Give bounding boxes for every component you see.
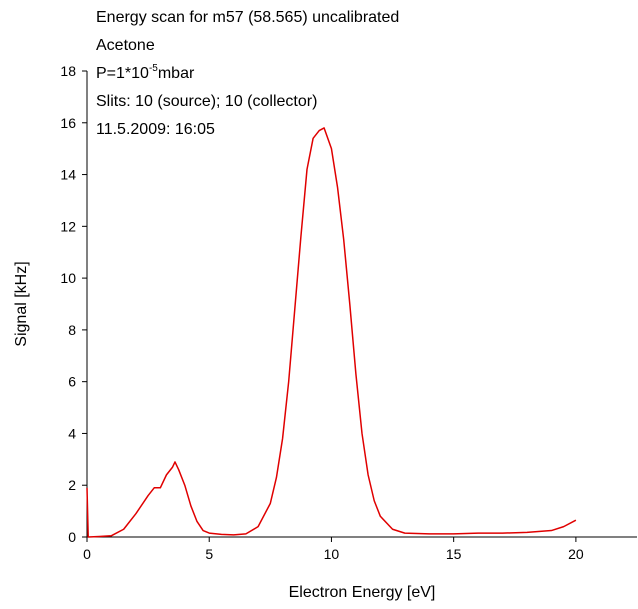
y-tick-label: 12	[60, 218, 76, 234]
y-tick-label: 2	[68, 477, 76, 493]
y-tick-label: 4	[68, 425, 76, 441]
annotation: Energy scan for m57 (58.565) uncalibrate…	[96, 9, 399, 26]
x-tick-label: 5	[205, 546, 213, 562]
y-tick-label: 14	[60, 167, 76, 183]
annotation: P=1*10-5mbar	[96, 63, 195, 82]
annotation: Slits: 10 (source); 10 (collector)	[96, 93, 317, 110]
x-tick-label: 10	[324, 546, 340, 562]
x-axis-label: Electron Energy [eV]	[289, 584, 436, 601]
x-tick-label: 0	[83, 546, 91, 562]
data-line	[86, 127, 577, 538]
y-tick-label: 18	[60, 63, 76, 79]
y-tick-label: 16	[60, 115, 76, 131]
x-tick-label: 20	[568, 546, 584, 562]
y-tick-label: 0	[68, 529, 76, 545]
y-axis-label: Signal [kHz]	[13, 261, 30, 346]
annotation-superscript: -5	[149, 63, 158, 74]
annotation-suffix: mbar	[158, 65, 195, 82]
annotation-text: P=1*10	[96, 65, 149, 82]
annotation: Acetone	[96, 37, 155, 54]
x-tick-label: 15	[446, 546, 462, 562]
y-tick-label: 8	[68, 322, 76, 338]
y-tick-label: 6	[68, 374, 76, 390]
annotation: 11.5.2009: 16:05	[96, 121, 215, 138]
y-tick-label: 10	[60, 270, 76, 286]
